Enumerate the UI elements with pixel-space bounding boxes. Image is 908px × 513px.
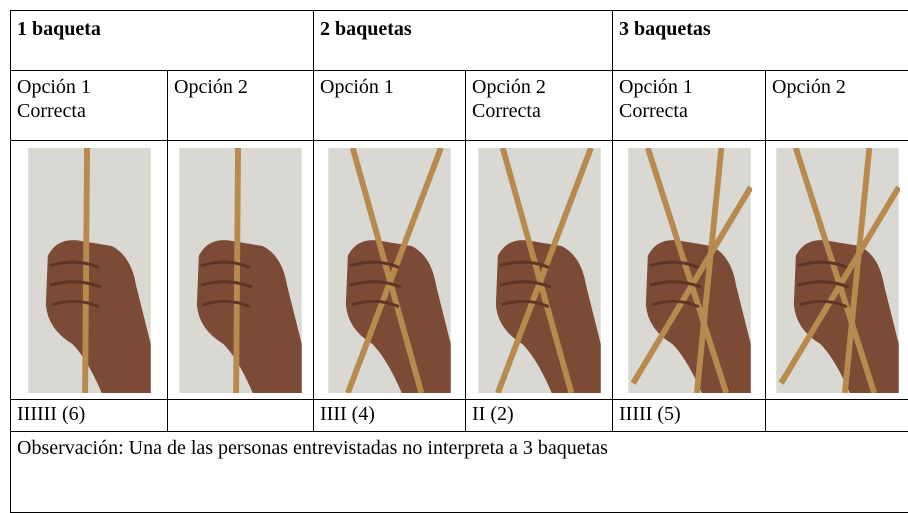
count: II (2) [472,403,514,425]
option-label: Opción 2 [772,75,902,99]
photo [477,148,602,393]
stick [85,148,87,393]
photo [327,148,452,393]
option-note: Correcta [619,99,759,123]
group-header: 3 baquetas [613,11,908,71]
group-header: 2 baquetas [314,11,613,71]
count-cell [168,400,314,432]
option-label: Opción 2 [174,75,307,99]
count-row: IIIIII (6) IIII (4) II (2) IIIII (5) [11,400,908,432]
stick [236,148,238,393]
option-label: Opción 1 [17,75,161,99]
photo-cell [11,141,168,400]
count-cell: II (2) [466,400,613,432]
option-cell: Opción 2 [168,71,314,141]
photo [627,148,752,393]
option-label: Opción 1 [320,75,459,99]
photo-cell [168,141,314,400]
option-note: Correcta [17,99,161,123]
photo-row [11,141,908,400]
count-cell: IIIIII (6) [11,400,168,432]
photo-cell [766,141,908,400]
group-row: 1 baqueta 2 baquetas 3 baquetas [11,11,908,71]
count-cell: IIIII (5) [613,400,766,432]
count: IIIII (5) [619,403,681,425]
group-header: 1 baqueta [11,11,314,71]
count: IIII (4) [320,403,375,425]
option-note: Correcta [472,99,606,123]
count-cell [766,400,908,432]
option-label: Opción 1 [619,75,759,99]
photo [178,148,303,393]
observation: Observación: Una de las personas entrevi… [11,432,908,513]
option-cell: Opción 1 [314,71,466,141]
results-table: 1 baqueta 2 baquetas 3 baquetas Opción 1… [10,10,908,513]
photo-cell [314,141,466,400]
photo-cell [613,141,766,400]
photo [775,148,900,393]
count: IIIIII (6) [17,403,85,425]
photo-cell [466,141,613,400]
count-cell: IIII (4) [314,400,466,432]
option-label: Opción 2 [472,75,606,99]
photo [27,148,152,393]
option-cell: Opción 2 [766,71,908,141]
observation-row: Observación: Una de las personas entrevi… [11,432,908,513]
